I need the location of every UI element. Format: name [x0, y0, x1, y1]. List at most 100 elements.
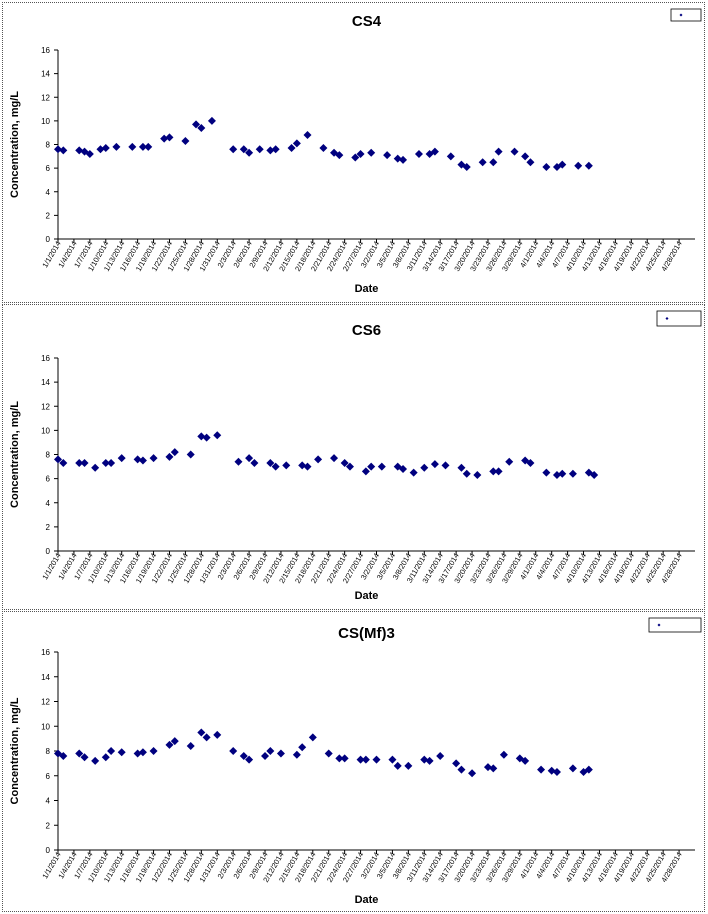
- y-tick-label: 6: [46, 475, 51, 484]
- data-point: [298, 461, 307, 470]
- y-axis-label: Concentration, mg/L: [9, 91, 21, 198]
- data-point: [441, 461, 450, 470]
- data-point: [584, 161, 593, 170]
- data-point: [356, 149, 365, 158]
- chart-csmf3: CS(Mf)302468101214161/1/20141/4/20141/7/…: [9, 617, 702, 906]
- data-point: [499, 750, 508, 759]
- data-point: [117, 748, 126, 757]
- data-point: [107, 458, 116, 467]
- data-point: [149, 747, 158, 755]
- data-point: [266, 747, 275, 755]
- data-point: [170, 448, 179, 457]
- legend-marker-icon: [665, 317, 669, 320]
- data-point: [372, 755, 381, 764]
- legend-box: [648, 617, 702, 633]
- data-point: [558, 469, 567, 478]
- y-tick-label: 4: [46, 797, 51, 806]
- y-tick-label: 12: [41, 93, 50, 102]
- data-point: [473, 471, 482, 480]
- data-point: [287, 144, 296, 153]
- data-point: [330, 454, 339, 463]
- chart-cs6: CS602468101214161/1/20141/4/20141/7/2014…: [9, 310, 702, 602]
- x-axis-label: Date: [355, 590, 379, 602]
- data-point: [462, 162, 471, 171]
- data-point: [542, 162, 551, 171]
- chart-cs4: CS402468101214161/1/20141/4/20141/7/2014…: [9, 8, 702, 295]
- data-point: [239, 751, 248, 760]
- data-point: [345, 462, 354, 471]
- y-tick-label: 10: [41, 722, 50, 731]
- chart-panel-cs6: CS6 0 2 4 6 8 10 12 14 16 1/1/2014 1/4/2014 1/7/2014…: [2, 304, 705, 610]
- y-axis-label: Concentration, mg/L: [9, 401, 21, 508]
- data-point: [160, 134, 169, 143]
- data-point: [526, 458, 535, 467]
- data-point: [255, 145, 264, 154]
- data-point: [356, 755, 365, 764]
- data-point: [54, 145, 62, 154]
- data-point: [314, 455, 323, 464]
- data-point: [510, 147, 519, 156]
- chart-title: CS6: [352, 322, 381, 339]
- data-point: [59, 751, 68, 760]
- data-point: [335, 754, 344, 763]
- chart-panel-csmf3: CS(Mf)3 0 2 4 6 8 10 12 14 16 1/1/2014 1/4/2014 1/7/…: [2, 611, 705, 912]
- data-point: [462, 469, 471, 478]
- data-point: [197, 123, 206, 132]
- data-point: [202, 733, 211, 742]
- data-point: [101, 753, 110, 762]
- data-point: [186, 742, 195, 751]
- data-point: [101, 144, 110, 153]
- data-point: [266, 146, 275, 155]
- data-point: [266, 458, 275, 467]
- data-point: [420, 755, 429, 764]
- data-point: [292, 139, 301, 148]
- data-point: [568, 764, 577, 773]
- data-point: [250, 458, 259, 467]
- data-point: [138, 142, 147, 151]
- y-tick-label: 6: [46, 772, 51, 781]
- data-point: [75, 146, 84, 155]
- y-tick-label: 4: [46, 499, 51, 508]
- data-point: [197, 432, 206, 441]
- data-point: [91, 756, 100, 765]
- y-tick-label: 0: [46, 235, 51, 244]
- data-point: [229, 747, 238, 755]
- y-axis-label: Concentration, mg/L: [9, 697, 21, 804]
- data-point: [298, 743, 307, 752]
- data-point: [303, 131, 312, 140]
- data-point: [446, 152, 455, 161]
- y-tick-label: 16: [41, 354, 50, 363]
- data-point: [494, 147, 503, 156]
- y-tick-label: 14: [41, 673, 50, 682]
- y-tick-label: 0: [46, 846, 51, 855]
- data-point: [505, 457, 514, 466]
- y-tick-label: 6: [46, 164, 51, 173]
- y-tick-label: 8: [46, 747, 51, 756]
- data-point: [340, 754, 349, 763]
- data-point: [590, 471, 599, 480]
- data-point: [367, 462, 376, 471]
- data-point: [568, 469, 577, 478]
- data-point: [388, 755, 397, 764]
- data-point: [420, 463, 429, 472]
- data-point: [91, 463, 100, 472]
- data-point: [80, 753, 89, 762]
- data-point: [542, 468, 551, 477]
- data-point: [552, 471, 561, 480]
- data-point: [319, 144, 328, 153]
- data-point: [245, 755, 254, 764]
- data-point: [489, 158, 498, 167]
- data-point: [324, 749, 333, 758]
- data-point: [468, 769, 477, 778]
- data-point: [165, 133, 174, 142]
- data-point: [526, 158, 535, 167]
- data-point: [537, 765, 546, 774]
- y-tick-label: 10: [41, 117, 50, 126]
- data-point: [101, 458, 110, 467]
- data-point: [430, 460, 439, 469]
- data-point: [133, 749, 142, 758]
- legend-box: [656, 310, 702, 327]
- y-tick-label: 8: [46, 141, 51, 150]
- legend-marker-icon: [679, 13, 683, 17]
- y-tick-label: 16: [41, 46, 50, 55]
